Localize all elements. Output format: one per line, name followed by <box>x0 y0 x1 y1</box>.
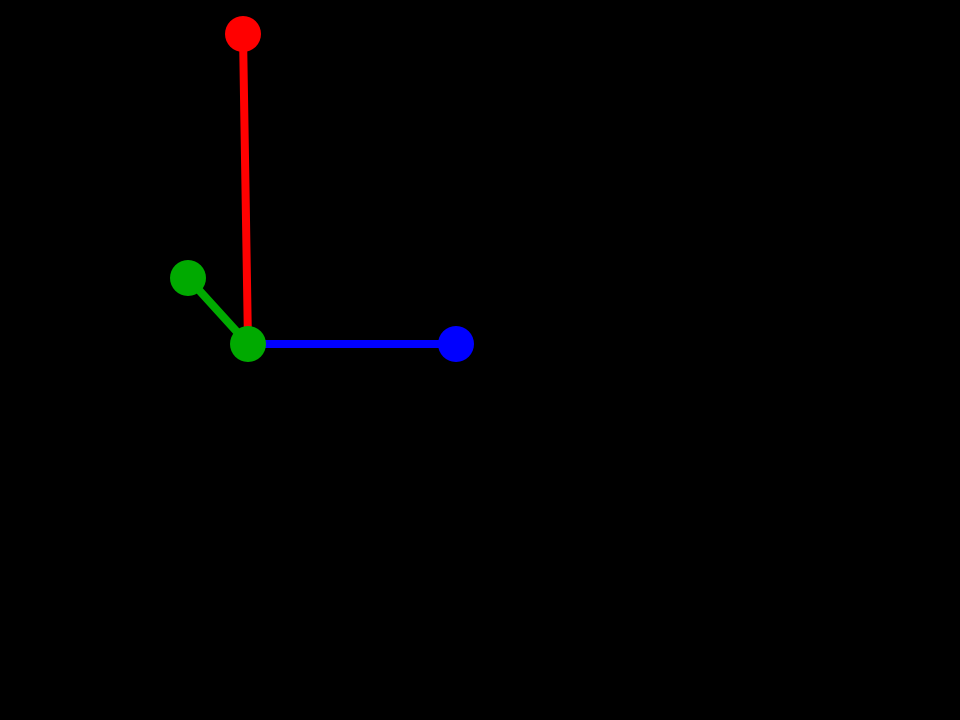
green-axis-endpoint <box>170 260 206 296</box>
red-axis-line <box>243 34 248 344</box>
green-axis-origin-marker <box>230 326 266 362</box>
blue-axis-endpoint <box>438 326 474 362</box>
axis-gizmo-diagram <box>0 0 960 720</box>
background <box>0 0 960 720</box>
red-axis-endpoint <box>225 16 261 52</box>
